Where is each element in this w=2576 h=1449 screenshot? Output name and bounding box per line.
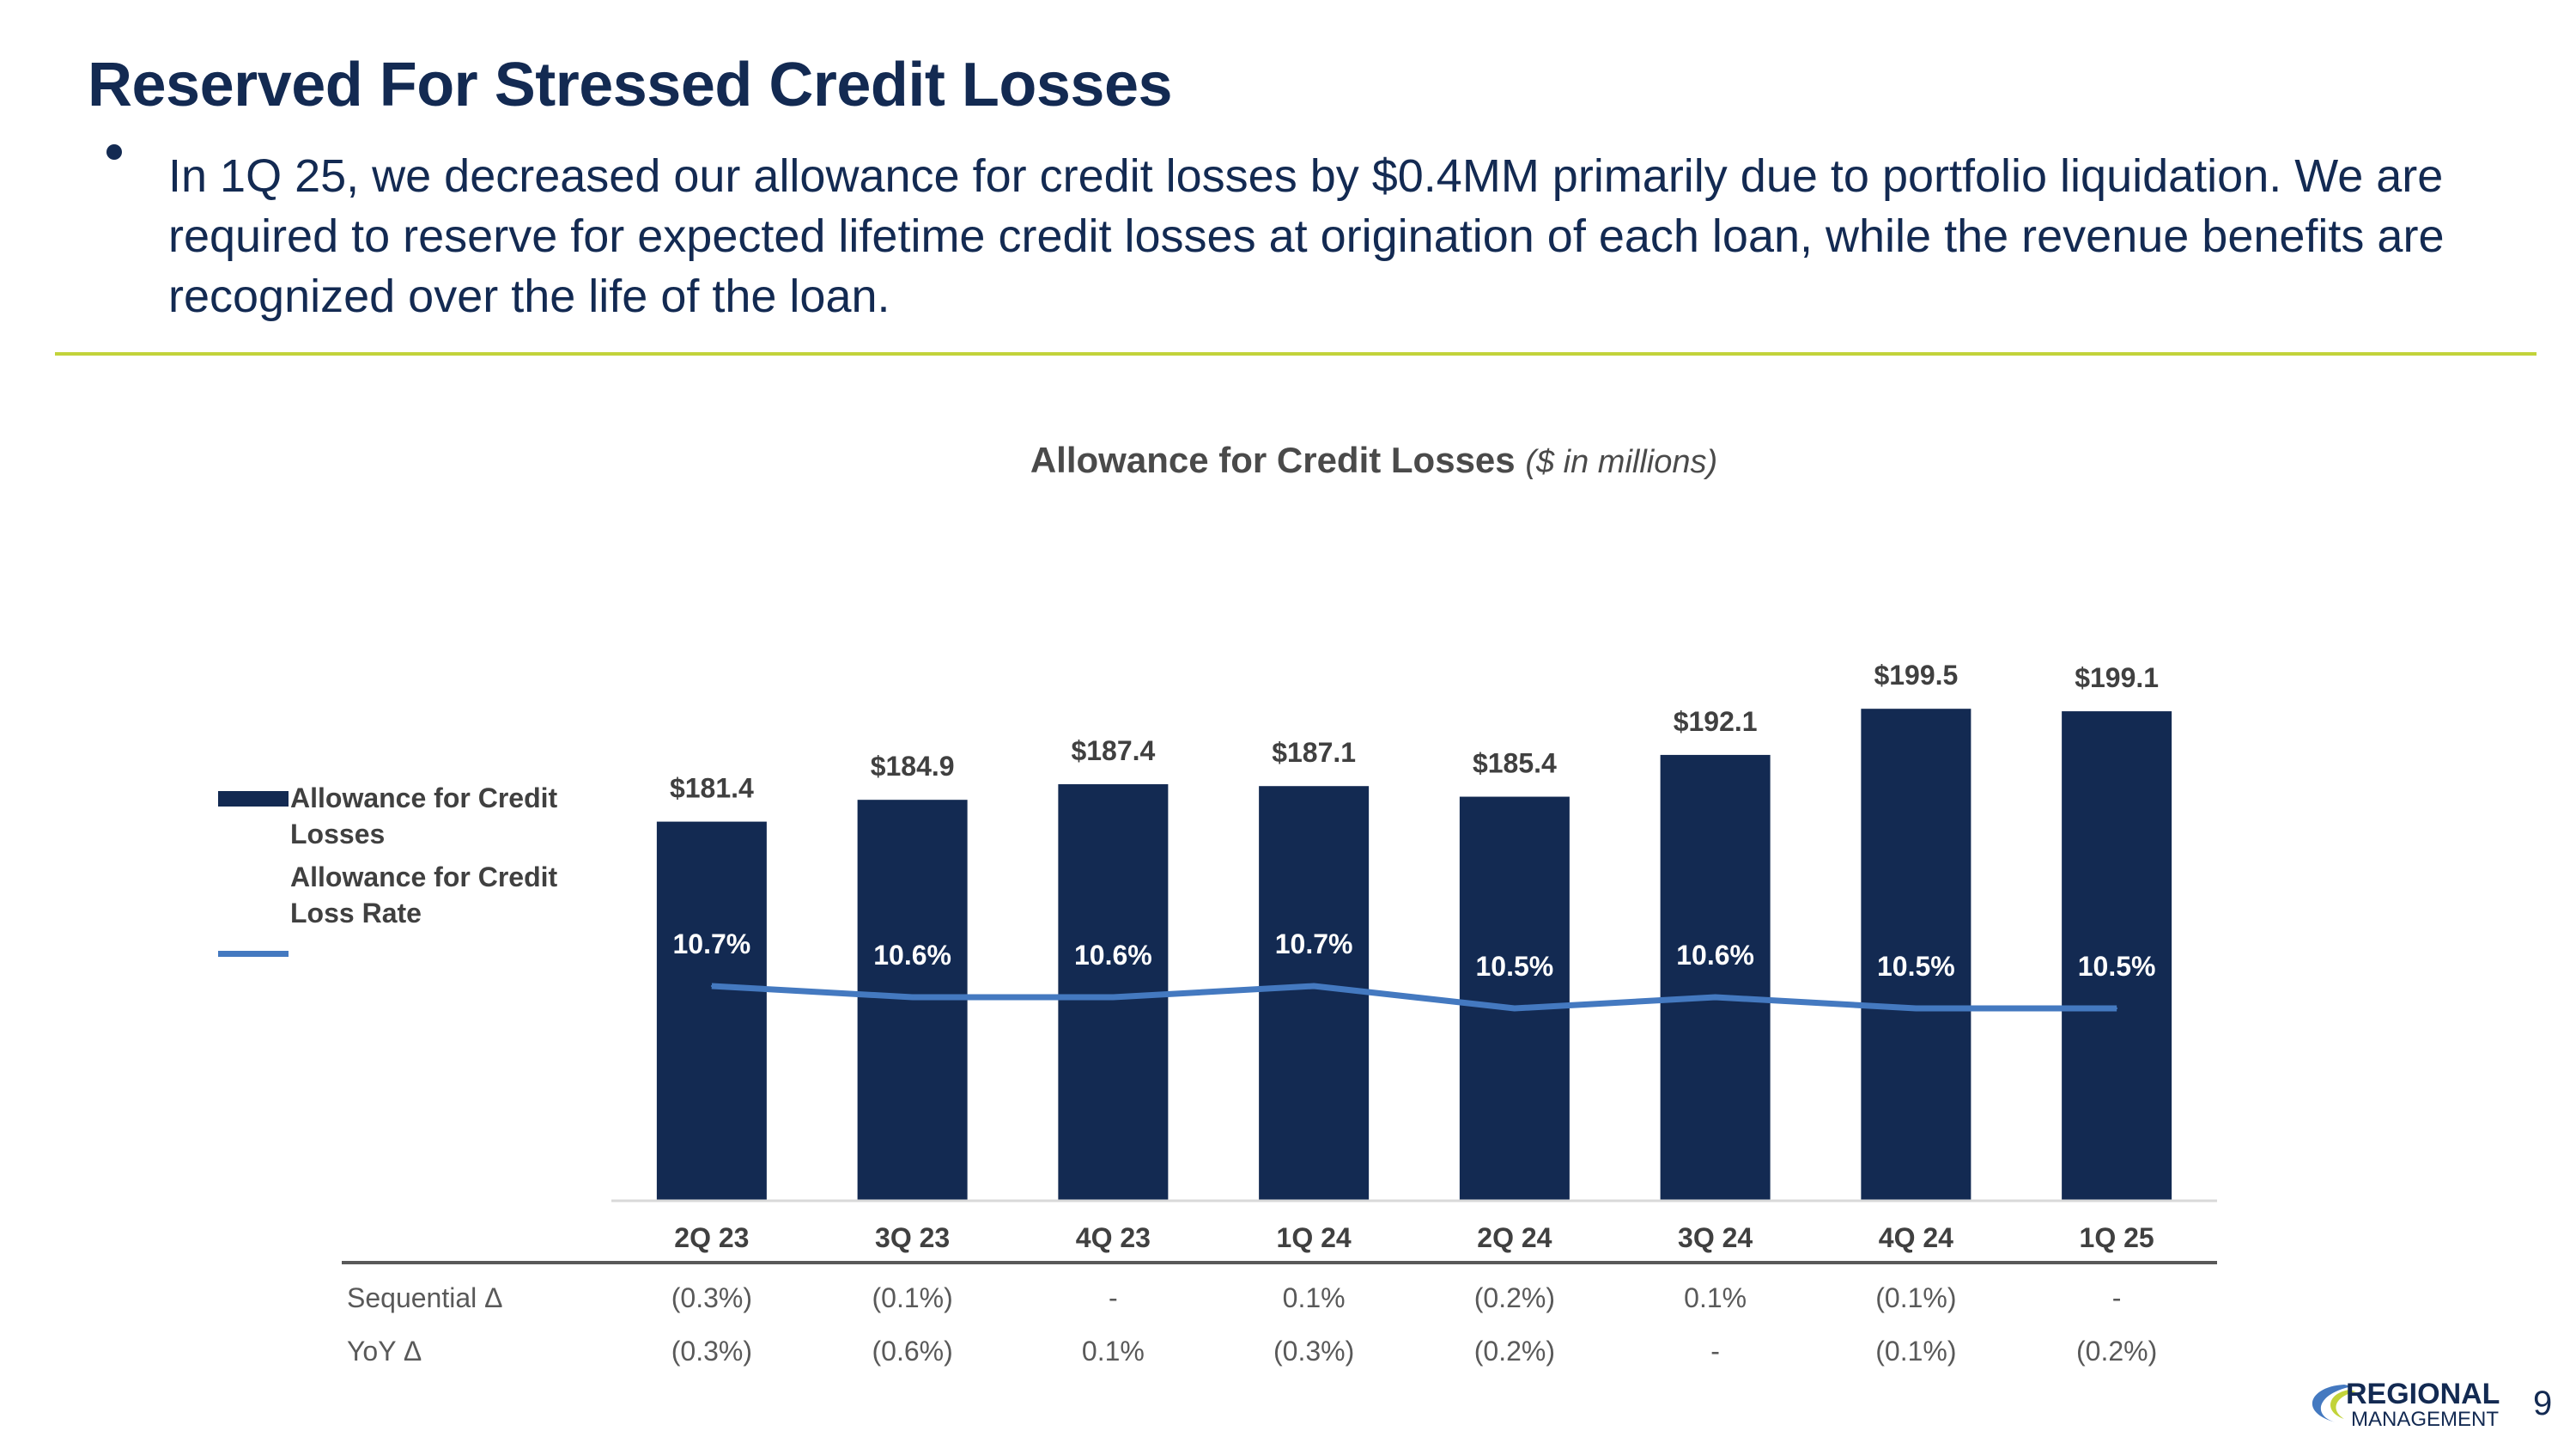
rate-point-4 — [1513, 1008, 1516, 1009]
accent-divider — [55, 352, 2537, 356]
table-cell-0-1: (0.1%) — [872, 1282, 953, 1313]
bar-0 — [656, 821, 767, 1201]
rate-label-7: 10.5% — [2078, 951, 2156, 982]
page-title: Reserved For Stressed Credit Losses — [88, 51, 1173, 119]
bar-label-1: $184.9 — [871, 751, 955, 782]
table-cell-1-4: (0.2%) — [1474, 1336, 1555, 1367]
table-cell-1-6: (0.1%) — [1875, 1336, 1956, 1367]
table-cell-1-3: (0.3%) — [1273, 1336, 1354, 1367]
page-number: 9 — [2533, 1385, 2553, 1422]
bar-label-2: $187.4 — [1071, 735, 1155, 766]
chart-title-text: Allowance for Credit Losses — [1030, 440, 1516, 480]
legend-label-bar: Allowance for Credit Losses — [290, 782, 558, 849]
rate-label-1: 10.6% — [873, 940, 951, 971]
bar-label-6: $199.5 — [1874, 660, 1958, 691]
regional-management-logo: REGIONAL MANAGEMENT — [2293, 1378, 2542, 1434]
category-label-0: 2Q 23 — [674, 1222, 749, 1253]
summary-bullet: In 1Q 25, we decreased our allowance for… — [168, 150, 2445, 322]
rate-label-0: 10.7% — [673, 928, 751, 959]
table-cell-0-3: 0.1% — [1283, 1282, 1346, 1313]
category-label-1: 3Q 23 — [875, 1222, 950, 1253]
bar-3 — [1259, 786, 1370, 1201]
bar-1 — [857, 800, 968, 1201]
legend-label-line: Allowance for Credit Loss Rate — [290, 861, 558, 928]
bar-4 — [1459, 796, 1570, 1201]
category-label-2: 4Q 23 — [1076, 1222, 1151, 1253]
bar-5 — [1660, 754, 1771, 1201]
category-label-4: 2Q 24 — [1477, 1222, 1552, 1253]
chart-subtitle: ($ in millions) — [1525, 444, 1718, 480]
category-label-3: 1Q 24 — [1277, 1222, 1352, 1253]
rate-label-3: 10.7% — [1275, 928, 1353, 959]
bar-label-5: $192.1 — [1674, 706, 1758, 737]
bar-7 — [2062, 711, 2172, 1201]
rate-point-6 — [1915, 1008, 1917, 1009]
rate-point-5 — [1714, 996, 1716, 998]
bar-label-7: $199.1 — [2075, 662, 2159, 693]
rate-point-2 — [1112, 996, 1115, 998]
rate-label-6: 10.5% — [1877, 951, 1955, 982]
logo-text-top: REGIONAL — [2346, 1378, 2500, 1410]
table-cell-1-1: (0.6%) — [872, 1336, 953, 1367]
rate-label-5: 10.6% — [1676, 940, 1754, 971]
rate-label-4: 10.5% — [1476, 951, 1554, 982]
table-cell-1-7: (0.2%) — [2076, 1336, 2157, 1367]
table-cell-1-0: (0.3%) — [671, 1336, 752, 1367]
table-cell-1-5: - — [1710, 1336, 1720, 1367]
category-label-5: 3Q 24 — [1678, 1222, 1753, 1253]
bar-label-0: $181.4 — [670, 773, 754, 804]
category-label-6: 4Q 24 — [1879, 1222, 1953, 1253]
rate-label-2: 10.6% — [1074, 940, 1152, 971]
table-cell-0-7: - — [2112, 1282, 2122, 1313]
bar-label-3: $187.1 — [1272, 737, 1356, 768]
table-cell-0-0: (0.3%) — [671, 1282, 752, 1313]
table-cell-0-2: - — [1109, 1282, 1118, 1313]
rate-line — [711, 983, 2117, 1012]
table-cell-0-6: (0.1%) — [1875, 1282, 1956, 1313]
table-cell-0-5: 0.1% — [1684, 1282, 1747, 1313]
table-cell-1-2: 0.1% — [1082, 1336, 1145, 1367]
legend-bar-swatch — [218, 791, 289, 807]
category-label-7: 1Q 25 — [2080, 1222, 2154, 1253]
bar-6 — [1861, 709, 1971, 1201]
table-row-label-0: Sequential Δ — [347, 1282, 503, 1313]
legend-line-swatch — [218, 951, 289, 957]
table-row-label-1: YoY Δ — [347, 1336, 422, 1367]
rate-point-0 — [710, 985, 713, 987]
logo-text-bottom: MANAGEMENT — [2351, 1408, 2499, 1429]
bullet-icon — [106, 144, 122, 160]
chart-title: Allowance for Credit Losses ($ in millio… — [0, 440, 2576, 481]
bar-label-4: $185.4 — [1473, 748, 1557, 779]
rate-point-3 — [1313, 985, 1315, 987]
logo-mark-icon: REGIONAL MANAGEMENT — [2312, 1378, 2500, 1431]
rate-point-7 — [2116, 1008, 2118, 1009]
table-cell-0-4: (0.2%) — [1474, 1282, 1555, 1313]
rate-point-1 — [911, 996, 914, 998]
